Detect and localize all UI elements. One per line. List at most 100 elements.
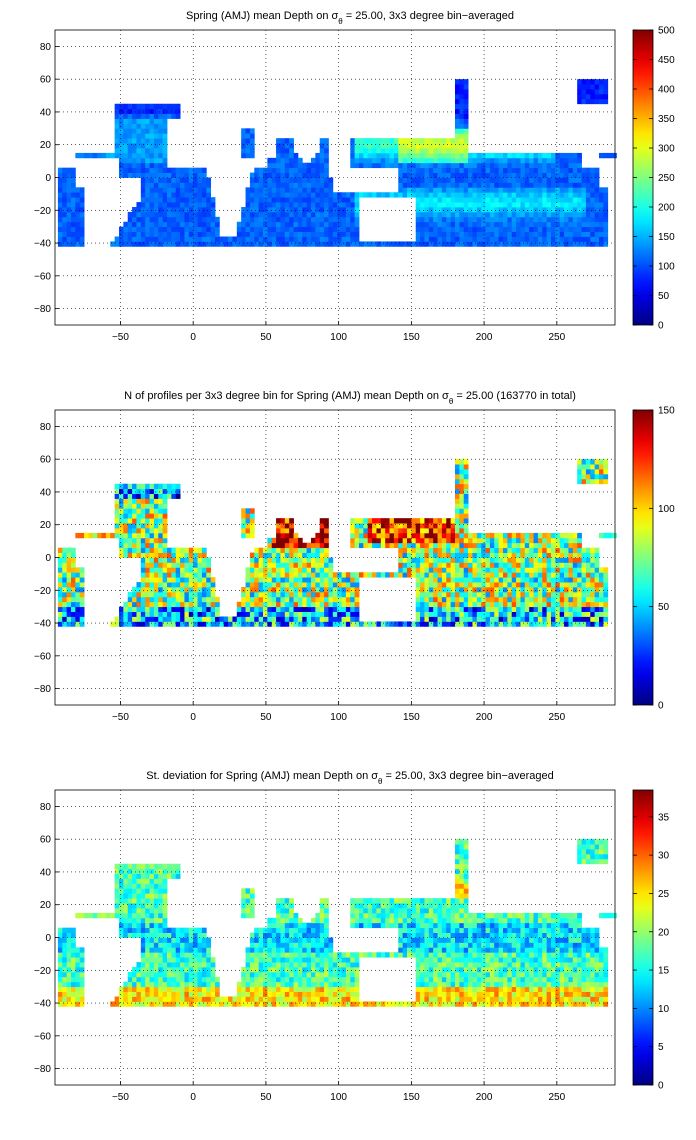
heatmap-cell — [119, 552, 124, 558]
heatmap-cell — [57, 996, 63, 1002]
heatmap-cell — [79, 947, 85, 953]
heatmap-cell — [162, 103, 168, 110]
heatmap-cell — [258, 187, 264, 193]
heatmap-cell — [184, 231, 190, 237]
heatmap-cell — [463, 192, 469, 198]
heatmap-cell — [485, 591, 491, 598]
heatmap-cell — [206, 192, 212, 198]
heatmap-cell — [345, 216, 351, 223]
heatmap-cell — [424, 562, 430, 568]
heatmap-cell — [123, 241, 129, 247]
heatmap-cell — [158, 157, 164, 164]
heatmap-cell — [66, 552, 72, 558]
heatmap-cell — [551, 606, 556, 612]
heatmap-cell — [463, 167, 469, 173]
heatmap-cell — [481, 162, 486, 169]
heatmap-cell — [437, 138, 443, 144]
heatmap-cell — [359, 537, 364, 544]
heatmap-cell — [415, 552, 421, 558]
heatmap-cell — [542, 187, 548, 193]
heatmap-cell — [542, 587, 548, 593]
heatmap-cell — [57, 967, 63, 973]
heatmap-cell — [171, 986, 177, 992]
heatmap-cell — [533, 221, 539, 228]
heatmap-cell — [140, 152, 146, 159]
heatmap-cell — [206, 202, 212, 208]
heatmap-cell — [581, 167, 587, 173]
heatmap-cell — [153, 108, 159, 114]
heatmap-cell — [136, 868, 142, 874]
heatmap-cell — [385, 157, 390, 164]
heatmap-cell — [564, 197, 569, 203]
heatmap-cell — [201, 552, 207, 558]
heatmap-cell — [546, 187, 552, 193]
heatmap-cell — [437, 577, 443, 583]
heatmap-cell — [132, 621, 137, 627]
heatmap-cell — [428, 226, 434, 232]
heatmap-cell — [516, 187, 521, 193]
heatmap-cell — [459, 552, 465, 558]
heatmap-cell — [215, 976, 220, 983]
heatmap-cell — [568, 202, 574, 208]
heatmap-cell — [542, 192, 548, 198]
heatmap-cell — [127, 493, 133, 499]
heatmap-cell — [520, 207, 526, 213]
heatmap-cell — [520, 616, 526, 622]
heatmap-cell — [498, 587, 504, 593]
heatmap-cell — [114, 133, 120, 139]
heatmap-cell — [450, 216, 456, 223]
heatmap-cell — [158, 557, 164, 563]
heatmap-cell — [158, 606, 164, 612]
heatmap-cell — [149, 143, 155, 149]
heatmap-cell — [476, 572, 482, 578]
heatmap-cell — [201, 187, 207, 193]
heatmap-cell — [555, 547, 561, 553]
heatmap-cell — [145, 241, 150, 247]
heatmap-cell — [201, 1001, 207, 1007]
heatmap-cell — [193, 996, 198, 1002]
heatmap-cell — [345, 207, 351, 213]
heatmap-cell — [485, 582, 491, 588]
heatmap-cell — [153, 503, 159, 509]
heatmap-cell — [402, 532, 408, 539]
heatmap-cell — [289, 542, 294, 549]
heatmap-cell — [62, 572, 68, 578]
heatmap-cell — [568, 601, 574, 608]
heatmap-cell — [258, 957, 264, 963]
heatmap-cell — [284, 518, 290, 524]
heatmap-cell — [119, 523, 124, 529]
heatmap-cell — [367, 528, 373, 534]
heatmap-cell — [594, 473, 600, 480]
heatmap-cell — [533, 582, 539, 588]
heatmap-cell — [149, 878, 155, 884]
heatmap-cell — [533, 197, 539, 203]
heatmap-cell — [254, 967, 260, 973]
heatmap-cell — [498, 177, 504, 183]
heatmap-cell — [581, 241, 587, 247]
heatmap-cell — [489, 611, 495, 617]
heatmap-cell — [162, 187, 168, 193]
heatmap-cell — [337, 211, 342, 218]
heatmap-cell — [188, 621, 194, 627]
heatmap-cell — [481, 601, 486, 608]
heatmap-cell — [162, 172, 168, 178]
heatmap-cell — [175, 207, 181, 213]
heatmap-cell — [153, 152, 159, 159]
heatmap-cell — [280, 518, 286, 524]
heatmap-cell — [193, 621, 198, 627]
heatmap-cell — [612, 152, 617, 159]
heatmap-cell — [241, 148, 246, 154]
heatmap-cell — [315, 542, 321, 549]
heatmap-cell — [188, 606, 194, 612]
heatmap-cell — [149, 162, 155, 169]
heatmap-cell — [385, 138, 390, 144]
heatmap-cell — [441, 202, 447, 208]
heatmap-cell — [140, 952, 146, 958]
heatmap-cell — [171, 971, 177, 978]
heatmap-cell — [136, 241, 142, 247]
heatmap-cell — [132, 878, 137, 884]
heatmap-cell — [385, 572, 390, 578]
heatmap-cell — [481, 606, 486, 612]
heatmap-cell — [119, 532, 124, 539]
heatmap-cell — [201, 226, 207, 232]
